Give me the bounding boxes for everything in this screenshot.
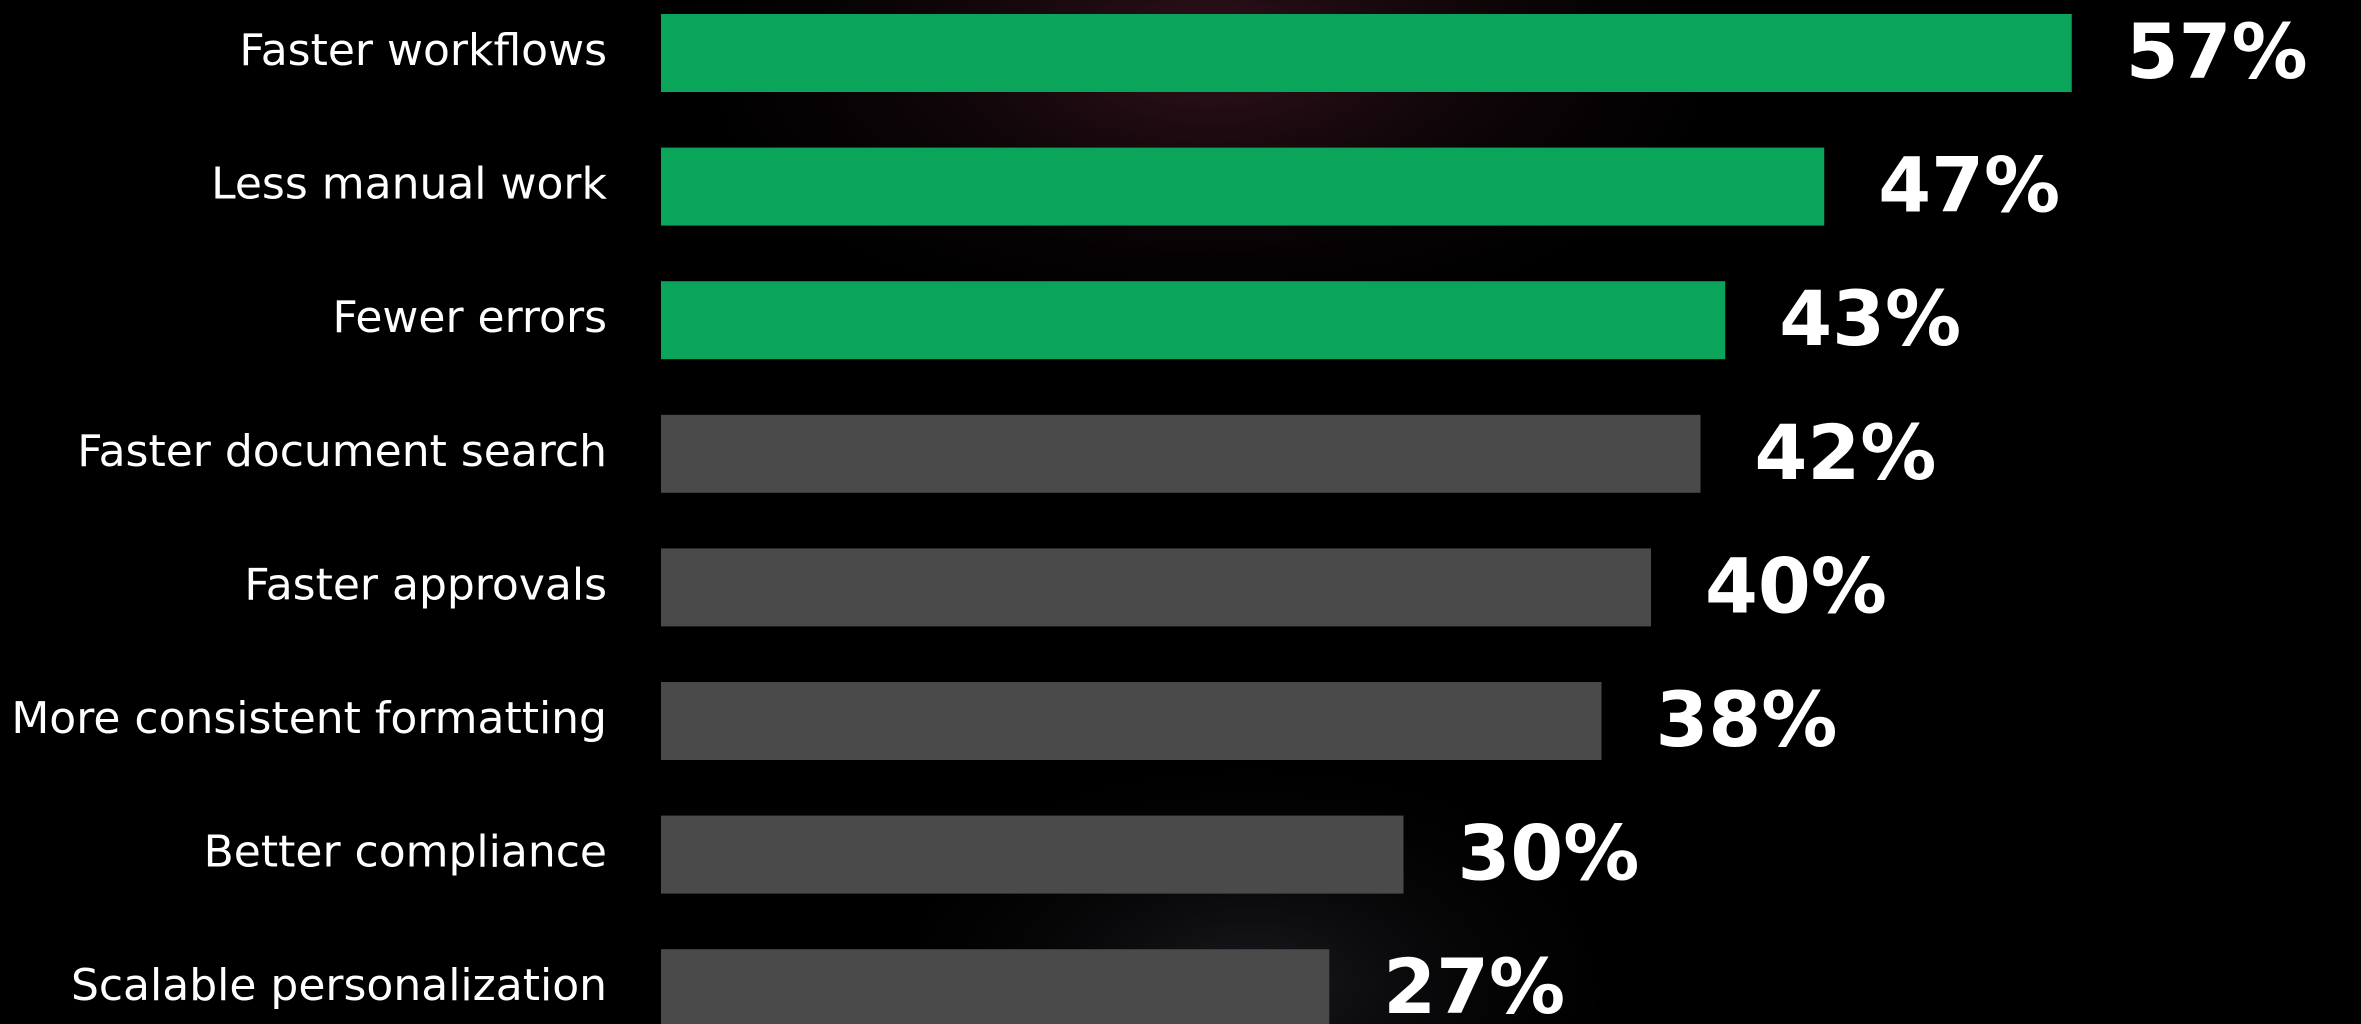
category-label: More consistent formatting xyxy=(11,693,607,744)
bar xyxy=(661,147,1825,226)
value-label: 42% xyxy=(1755,408,1937,497)
category-label: Scalable personalization xyxy=(71,960,607,1011)
value-label: 27% xyxy=(1383,942,1565,1024)
bar xyxy=(661,682,1602,760)
value-label: 30% xyxy=(1458,809,1640,898)
category-label: Fewer errors xyxy=(332,292,607,343)
bar xyxy=(661,281,1726,360)
category-label: Faster document search xyxy=(77,426,607,477)
bars: Faster workflows 57% Less manual work 47% Fe… xyxy=(11,7,2308,1024)
bar xyxy=(661,14,2072,92)
value-label: 40% xyxy=(1705,541,1887,630)
bar xyxy=(661,815,1404,894)
category-label: Faster approvals xyxy=(244,559,607,610)
value-label: 57% xyxy=(2126,7,2308,96)
value-label: 43% xyxy=(1779,274,1961,363)
value-label: 47% xyxy=(1878,141,2060,230)
bar xyxy=(661,548,1651,627)
bar xyxy=(661,414,1701,493)
value-label: 38% xyxy=(1656,675,1838,764)
category-label: Less manual work xyxy=(211,159,607,210)
category-label: Better compliance xyxy=(204,827,607,878)
bar xyxy=(661,949,1330,1024)
hourglass-top xyxy=(700,0,1720,520)
category-label: Faster workflows xyxy=(239,25,607,76)
